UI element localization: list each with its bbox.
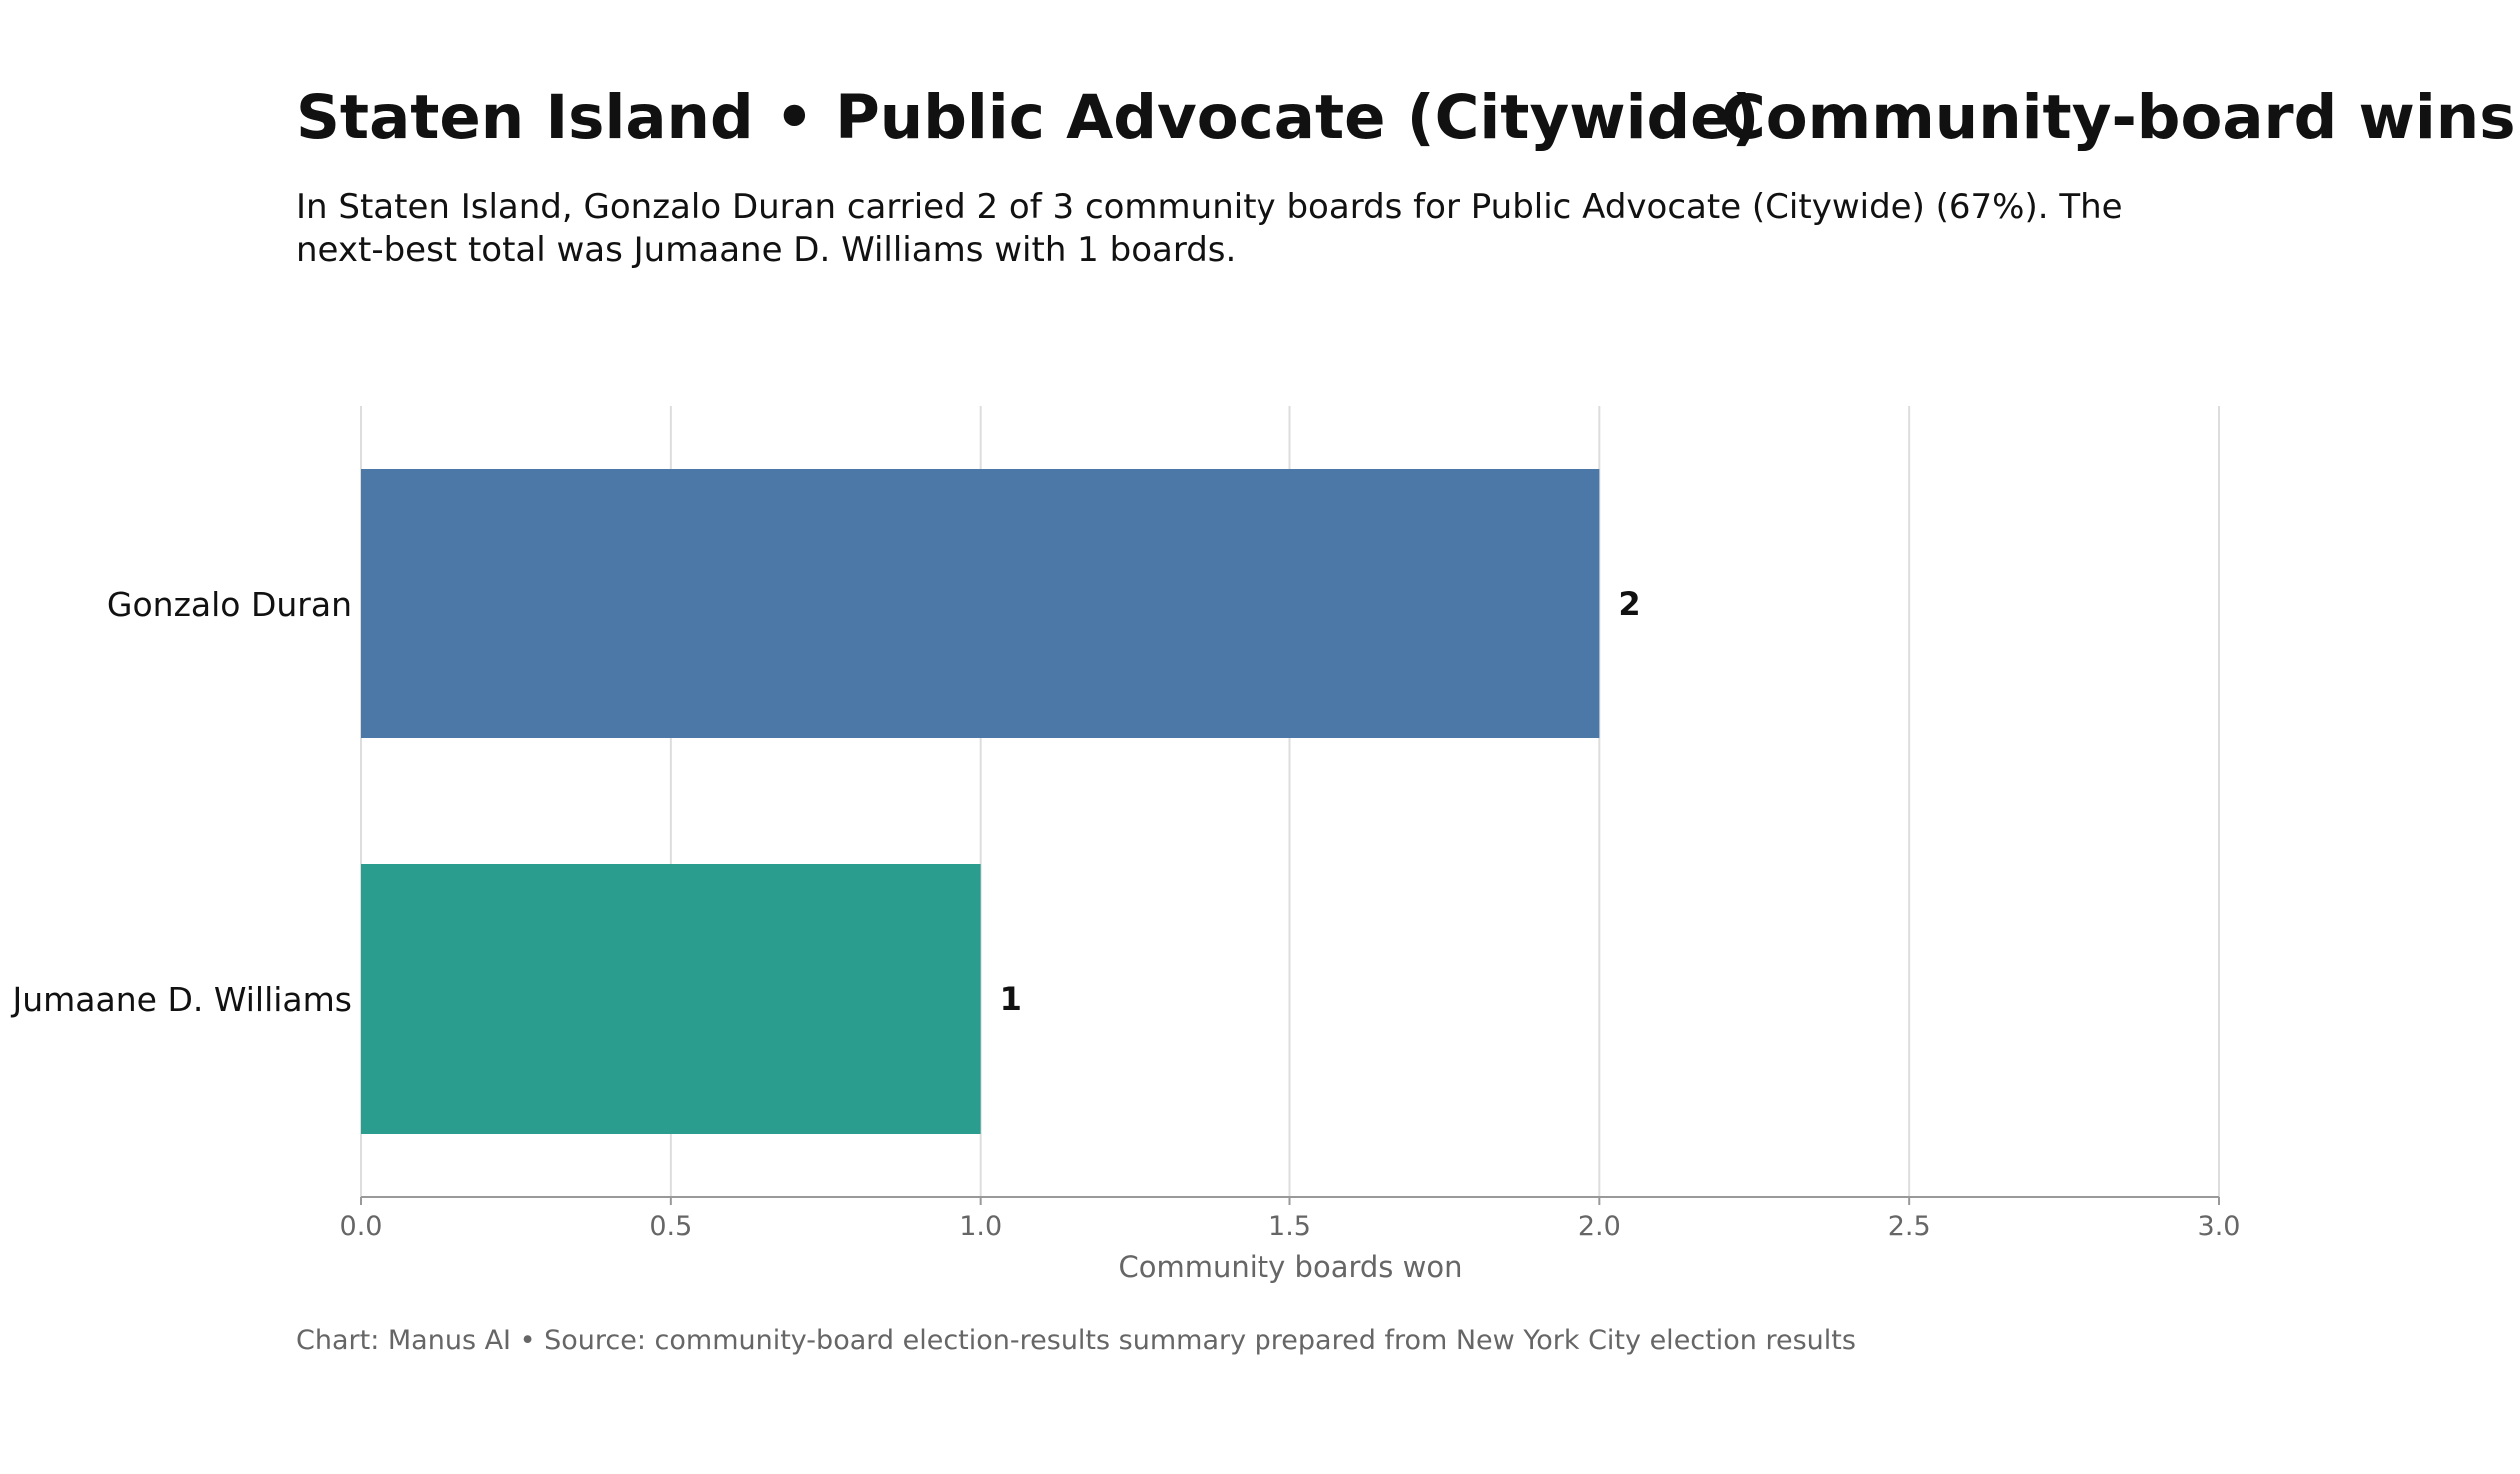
y-category-label: Jumaane D. Williams — [11, 980, 352, 1019]
chart-subtitle-line-1: In Staten Island, Gonzalo Duran carried … — [296, 187, 2123, 227]
x-tick-label: 3.0 — [2198, 1211, 2241, 1242]
y-axis-labels: Gonzalo Duran Jumaane D. Williams — [11, 585, 352, 1019]
value-labels: 21 — [1000, 585, 1641, 1018]
bar-value-label: 2 — [1618, 585, 1640, 623]
x-tick-label: 2.0 — [1578, 1211, 1621, 1242]
x-tick-label: 0.0 — [340, 1211, 383, 1242]
x-axis-label: Community boards won — [1119, 1250, 1463, 1284]
y-category-label: Gonzalo Duran — [107, 585, 352, 624]
chart-title: Staten Island • Public Advocate (Citywid… — [296, 82, 1759, 153]
chart-title-suffix: Community-board wins — [1721, 82, 2516, 153]
x-tick-label: 1.0 — [959, 1211, 1002, 1242]
x-tick-label: 2.5 — [1888, 1211, 1931, 1242]
chart-footer: Chart: Manus AI • Source: community-boar… — [296, 1325, 1856, 1356]
bar-value-label: 1 — [1000, 980, 1022, 1018]
bar — [361, 864, 981, 1134]
chart-subtitle-line-2: next-best total was Jumaane D. Williams … — [296, 230, 1236, 270]
x-tick-label: 0.5 — [649, 1211, 692, 1242]
x-tick-label: 1.5 — [1268, 1211, 1311, 1242]
bar — [361, 469, 1600, 738]
x-axis-ticks: 0.0 0.5 1.0 1.5 2.0 2.5 3.0 — [340, 1197, 2241, 1242]
bars — [361, 469, 1600, 1134]
